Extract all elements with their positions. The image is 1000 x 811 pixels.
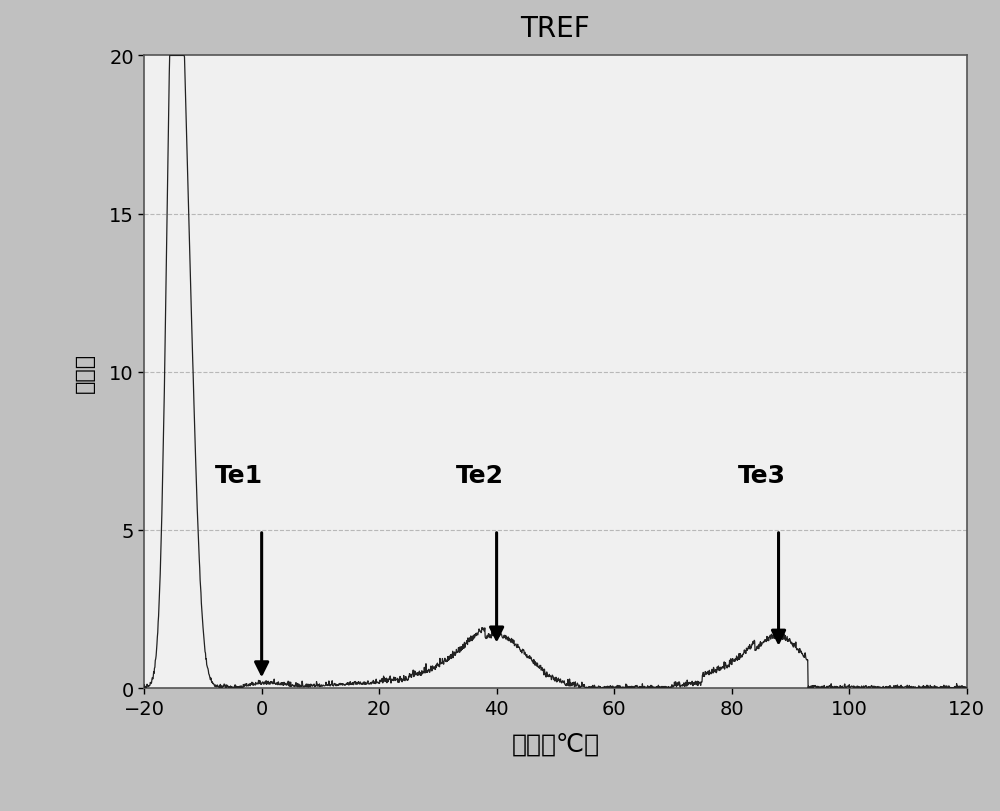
Y-axis label: 洗脱量: 洗脱量 <box>75 352 95 393</box>
Text: Te1: Te1 <box>215 464 263 488</box>
X-axis label: 温度（℃）: 温度（℃） <box>511 732 599 756</box>
Text: Te2: Te2 <box>455 464 503 488</box>
Text: Te3: Te3 <box>737 464 785 488</box>
Title: TREF: TREF <box>520 15 590 43</box>
